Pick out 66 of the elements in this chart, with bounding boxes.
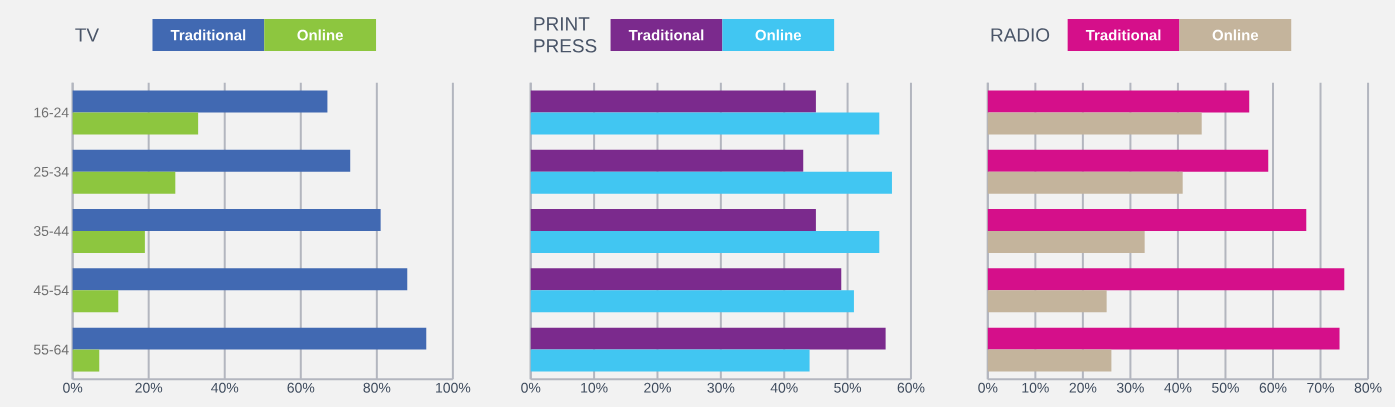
bar [987,149,1269,172]
text: Traditional [628,29,704,41]
bar [530,268,842,291]
chart-title: TV [75,28,99,42]
bar [530,171,892,194]
x-tick-label: 100% [436,382,471,393]
bar [72,208,381,231]
x-tick-label: 30% [707,382,735,393]
x-tick-label: 60% [287,382,315,393]
bar [987,208,1307,231]
bar [72,230,145,253]
bar [530,90,816,113]
bar [987,327,1340,350]
x-tick-label: 10% [1022,382,1049,393]
bar [72,149,351,172]
x-tick-label: 40% [1164,382,1192,393]
x-tick-label: 40% [770,382,798,393]
x-tick-label: 0% [63,382,83,393]
bar [72,349,100,372]
x-tick-label: 40% [211,382,239,393]
bar [987,349,1112,372]
bar [72,290,119,313]
bar [530,112,880,135]
x-tick-label: 20% [135,382,163,393]
bar [72,171,176,194]
x-tick-label: 0% [521,382,541,393]
bar [530,327,886,350]
bar [530,208,816,231]
text: Traditional [170,29,246,41]
bar [987,268,1345,291]
x-tick-label: 60% [1259,382,1287,393]
text: Online [1212,29,1259,41]
x-tick-label: 20% [1069,382,1097,393]
bar [530,230,880,253]
text: Online [755,29,802,41]
bar [987,290,1107,313]
y-tick-label: 45-54 [33,285,69,296]
x-tick-label: 30% [1116,382,1144,393]
x-tick-label: 10% [581,382,608,393]
text: Online [297,29,343,41]
bar [72,90,328,113]
y-tick-label: 35-44 [33,225,69,236]
x-tick-label: 80% [363,382,391,393]
x-tick-label: 20% [644,382,671,393]
text: Traditional [1085,29,1161,41]
bar [987,112,1202,135]
chart-title: PRINT PRESS [534,17,597,53]
x-tick-label: 60% [897,382,925,393]
y-tick-label: 55-64 [33,344,69,355]
x-tick-label: 0% [978,382,998,393]
bar [530,290,854,313]
bar [530,349,810,372]
bar [987,171,1183,194]
y-tick-label: 16-24 [34,107,69,118]
bar [72,327,427,350]
bar [72,112,199,135]
bar [72,268,408,291]
bar [530,149,804,172]
x-tick-label: 50% [1212,382,1239,393]
x-tick-label: 80% [1354,382,1382,393]
chart-title: RADIO [991,28,1050,42]
bar [987,230,1145,253]
x-tick-label: 70% [1307,382,1335,393]
x-tick-label: 50% [834,382,862,393]
y-tick-label: 25-34 [34,166,69,177]
bar [987,90,1250,113]
